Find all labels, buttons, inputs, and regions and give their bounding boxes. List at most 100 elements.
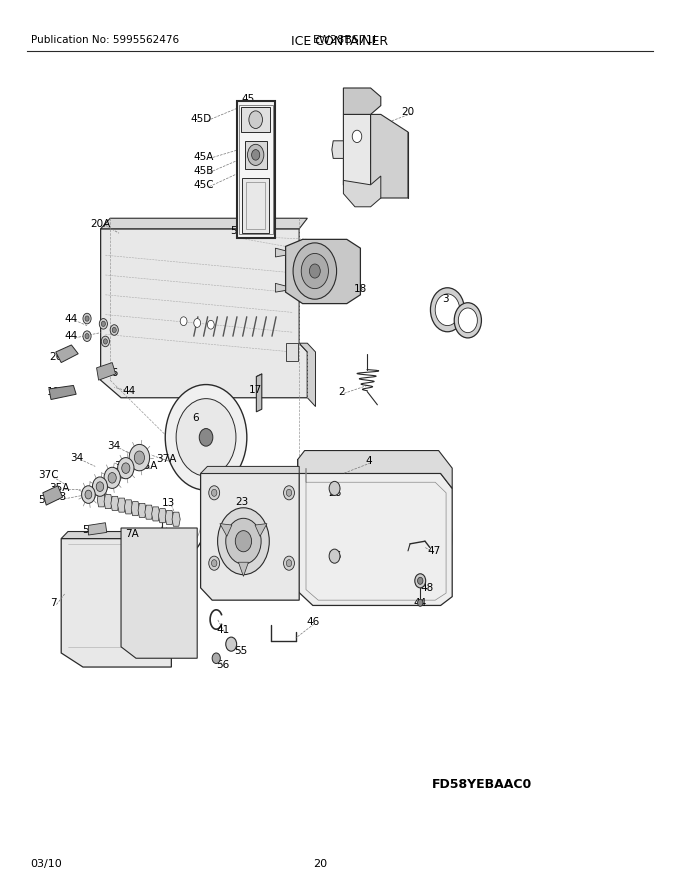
Text: 45A: 45A xyxy=(194,151,214,162)
Text: EW28BS71I: EW28BS71I xyxy=(313,34,377,45)
Circle shape xyxy=(180,317,187,326)
Text: FD58YEBAAC0: FD58YEBAAC0 xyxy=(432,779,532,791)
Text: Publication No: 5995562476: Publication No: 5995562476 xyxy=(31,34,179,45)
Polygon shape xyxy=(275,283,286,292)
Circle shape xyxy=(135,451,144,465)
Circle shape xyxy=(435,294,460,326)
Polygon shape xyxy=(256,374,262,412)
Circle shape xyxy=(103,339,107,344)
Circle shape xyxy=(418,599,423,606)
Text: 26: 26 xyxy=(328,551,342,561)
Polygon shape xyxy=(165,510,173,524)
Circle shape xyxy=(85,316,89,321)
Polygon shape xyxy=(298,459,452,605)
Circle shape xyxy=(418,577,423,584)
Text: 45: 45 xyxy=(241,93,255,104)
Text: 35A: 35A xyxy=(137,461,157,472)
Text: 44: 44 xyxy=(64,331,78,341)
Circle shape xyxy=(211,489,217,496)
Text: 34: 34 xyxy=(107,441,121,451)
Circle shape xyxy=(118,458,134,479)
Text: 45C: 45C xyxy=(194,180,214,190)
Text: 6: 6 xyxy=(192,413,199,423)
Circle shape xyxy=(99,319,107,329)
Text: 3: 3 xyxy=(442,294,449,304)
Polygon shape xyxy=(97,363,116,380)
Polygon shape xyxy=(101,229,307,398)
Circle shape xyxy=(286,489,292,496)
Circle shape xyxy=(249,111,262,128)
Circle shape xyxy=(352,130,362,143)
Polygon shape xyxy=(201,466,299,473)
Text: 26: 26 xyxy=(328,488,342,498)
Circle shape xyxy=(458,308,477,333)
Polygon shape xyxy=(43,486,63,505)
Circle shape xyxy=(199,429,213,446)
Polygon shape xyxy=(242,178,269,233)
Circle shape xyxy=(122,463,130,473)
Circle shape xyxy=(129,444,150,471)
Circle shape xyxy=(97,482,103,491)
Circle shape xyxy=(101,336,109,347)
Text: 54: 54 xyxy=(38,495,52,505)
Circle shape xyxy=(301,253,328,289)
Circle shape xyxy=(176,399,236,476)
Text: 2: 2 xyxy=(339,386,345,397)
Text: 23: 23 xyxy=(235,496,248,507)
Polygon shape xyxy=(299,343,316,407)
Polygon shape xyxy=(124,500,133,514)
Text: 55: 55 xyxy=(234,646,248,656)
Circle shape xyxy=(454,303,481,338)
Text: 44: 44 xyxy=(64,313,78,324)
Polygon shape xyxy=(61,539,171,667)
Circle shape xyxy=(284,556,294,570)
Text: 4: 4 xyxy=(365,456,372,466)
Polygon shape xyxy=(343,114,381,198)
Text: 52: 52 xyxy=(124,505,137,516)
Circle shape xyxy=(211,560,217,567)
Text: 25: 25 xyxy=(218,538,231,548)
Text: ICE CONTAINER: ICE CONTAINER xyxy=(292,35,388,48)
Circle shape xyxy=(108,473,116,483)
Polygon shape xyxy=(298,451,452,488)
Polygon shape xyxy=(111,496,119,510)
Circle shape xyxy=(284,486,294,500)
Circle shape xyxy=(194,319,201,327)
Text: 7A: 7A xyxy=(125,529,139,539)
Circle shape xyxy=(430,288,464,332)
Text: 20A: 20A xyxy=(90,218,111,229)
Circle shape xyxy=(101,321,105,326)
Text: 53: 53 xyxy=(82,524,95,535)
Text: 37C: 37C xyxy=(39,470,59,480)
Polygon shape xyxy=(118,498,126,512)
Polygon shape xyxy=(172,512,180,526)
Text: 37B: 37B xyxy=(114,461,135,472)
Text: 56: 56 xyxy=(216,660,230,671)
Polygon shape xyxy=(241,107,270,132)
Polygon shape xyxy=(171,532,178,653)
Polygon shape xyxy=(56,345,78,363)
Polygon shape xyxy=(152,507,160,521)
Circle shape xyxy=(209,556,220,570)
Text: 45B: 45B xyxy=(194,165,214,176)
Text: 17: 17 xyxy=(248,385,262,395)
Circle shape xyxy=(104,467,120,488)
Text: 26: 26 xyxy=(105,368,119,378)
Circle shape xyxy=(235,531,252,552)
Polygon shape xyxy=(88,523,107,535)
Circle shape xyxy=(329,481,340,495)
Text: 26: 26 xyxy=(49,352,63,363)
Text: 33: 33 xyxy=(105,472,119,482)
Text: 47: 47 xyxy=(427,546,441,556)
Polygon shape xyxy=(97,493,105,507)
Circle shape xyxy=(207,320,214,329)
Text: 44: 44 xyxy=(413,598,427,608)
Polygon shape xyxy=(104,495,112,509)
Polygon shape xyxy=(371,114,408,198)
Polygon shape xyxy=(332,141,343,158)
Circle shape xyxy=(286,560,292,567)
Circle shape xyxy=(85,334,89,339)
Polygon shape xyxy=(275,248,286,257)
Text: 48: 48 xyxy=(420,583,434,593)
Text: 20: 20 xyxy=(313,859,327,869)
